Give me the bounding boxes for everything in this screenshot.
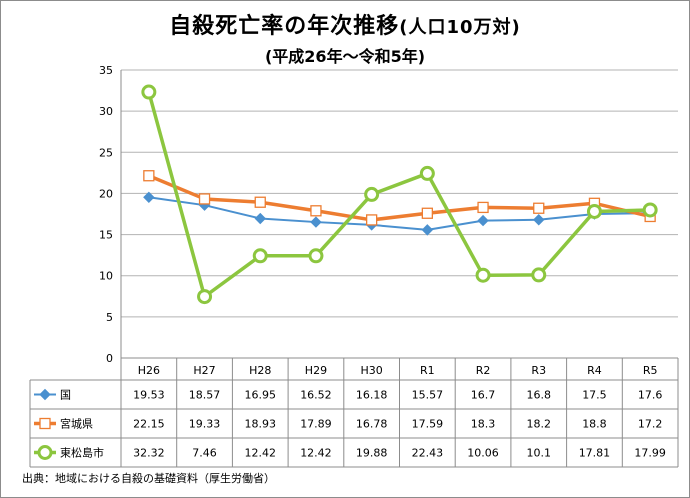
y-tick-label: 15 bbox=[99, 229, 113, 242]
data-table-value: 18.3 bbox=[471, 418, 496, 431]
data-point-square bbox=[39, 417, 51, 430]
x-tick-label: H26 bbox=[138, 364, 160, 377]
data-point-diamond bbox=[477, 214, 489, 227]
data-point-diamond bbox=[310, 216, 322, 228]
y-tick-label: 25 bbox=[99, 146, 113, 159]
data-point-square bbox=[254, 196, 266, 208]
data-table-value: 16.18 bbox=[356, 389, 388, 402]
data-point-square bbox=[143, 170, 155, 182]
data-point-circle bbox=[364, 186, 380, 202]
data-table-value: 17.2 bbox=[638, 418, 663, 431]
y-tick-label: 20 bbox=[99, 187, 113, 200]
data-table-value: 19.88 bbox=[356, 447, 388, 460]
y-tick-label: 0 bbox=[106, 352, 113, 365]
data-point-diamond bbox=[421, 224, 434, 236]
source-note: 出典：地域における自殺の基礎資料（厚生労働省） bbox=[22, 472, 275, 485]
x-tick-label: R4 bbox=[587, 364, 602, 377]
data-table-value: 16.95 bbox=[245, 389, 277, 402]
data-point-square bbox=[198, 193, 211, 205]
data-table-value: 22.43 bbox=[412, 447, 444, 460]
data-table-value: 18.8 bbox=[582, 418, 607, 431]
chart-title: 自殺死亡率の年次推移(人口10万対) bbox=[0, 8, 690, 40]
data-table-value: 17.81 bbox=[579, 447, 611, 460]
data-point-circle bbox=[197, 289, 213, 305]
data-table-value: 10.1 bbox=[527, 447, 552, 460]
data-point-square bbox=[533, 202, 545, 214]
data-point-circle bbox=[586, 203, 602, 219]
data-table-value: 17.59 bbox=[412, 418, 444, 431]
data-point-diamond bbox=[254, 212, 266, 225]
data-table-value: 17.89 bbox=[300, 418, 332, 431]
data-point-circle bbox=[419, 165, 435, 181]
title-paren: (人口10万対) bbox=[399, 17, 521, 38]
y-tick-label: 30 bbox=[99, 105, 113, 118]
legend-series-name: 宮城県 bbox=[60, 417, 93, 431]
data-table-value: 16.52 bbox=[300, 389, 332, 402]
data-table-value: 12.42 bbox=[245, 447, 277, 460]
y-tick-label: 5 bbox=[106, 311, 113, 324]
data-table-value: 18.57 bbox=[189, 389, 221, 402]
data-table-value: 12.42 bbox=[300, 447, 332, 460]
x-tick-label: H28 bbox=[249, 364, 271, 377]
x-tick-label: R1 bbox=[420, 364, 435, 377]
data-point-circle bbox=[642, 202, 658, 218]
series-line bbox=[147, 91, 651, 299]
title-main: 自殺死亡率の年次推移 bbox=[169, 14, 400, 39]
x-tick-label: H29 bbox=[305, 364, 327, 377]
data-table-value: 18.93 bbox=[245, 418, 277, 431]
chart-subtitle: (平成26年～令和5年) bbox=[264, 47, 426, 66]
data-point-diamond bbox=[39, 388, 51, 401]
x-tick-label: R5 bbox=[643, 364, 658, 377]
legend-series-name: 国 bbox=[60, 389, 71, 402]
data-point-square bbox=[477, 201, 489, 214]
data-table-value: 7.46 bbox=[192, 447, 217, 460]
data-table-value: 18.2 bbox=[527, 418, 552, 431]
y-tick-label: 10 bbox=[99, 270, 113, 283]
data-table-value: 17.99 bbox=[634, 447, 666, 460]
data-table-value: 17.5 bbox=[582, 389, 607, 402]
data-point-square bbox=[310, 205, 322, 217]
data-table-value: 10.06 bbox=[467, 447, 499, 460]
data-point-diamond bbox=[143, 191, 155, 204]
x-tick-label: R2 bbox=[476, 364, 491, 377]
data-point-circle bbox=[141, 84, 157, 100]
data-table-value: 16.8 bbox=[527, 389, 552, 402]
series-line bbox=[148, 196, 651, 231]
data-table-value: 17.6 bbox=[638, 389, 663, 402]
data-table-value: 19.33 bbox=[189, 418, 221, 431]
data-table-value: 16.78 bbox=[356, 418, 388, 431]
data-point-diamond bbox=[533, 214, 545, 226]
data-point-circle bbox=[37, 445, 53, 460]
data-point-square bbox=[421, 207, 434, 219]
series-line bbox=[148, 174, 651, 222]
data-table-value: 16.7 bbox=[471, 389, 496, 402]
data-point-circle bbox=[252, 248, 268, 264]
data-point-circle bbox=[475, 267, 491, 283]
data-table-value: 22.15 bbox=[133, 418, 165, 431]
legend-series-name: 東松島市 bbox=[60, 446, 104, 460]
x-tick-label: H30 bbox=[361, 364, 383, 377]
x-tick-label: R3 bbox=[531, 364, 546, 377]
x-tick-label: H27 bbox=[193, 364, 215, 377]
data-table-value: 32.32 bbox=[133, 447, 165, 460]
data-table-value: 19.53 bbox=[133, 389, 165, 402]
data-point-square bbox=[365, 214, 378, 226]
data-table-value: 15.57 bbox=[412, 389, 444, 402]
data-point-circle bbox=[308, 248, 324, 264]
y-tick-label: 35 bbox=[99, 64, 113, 77]
data-point-circle bbox=[531, 267, 547, 283]
